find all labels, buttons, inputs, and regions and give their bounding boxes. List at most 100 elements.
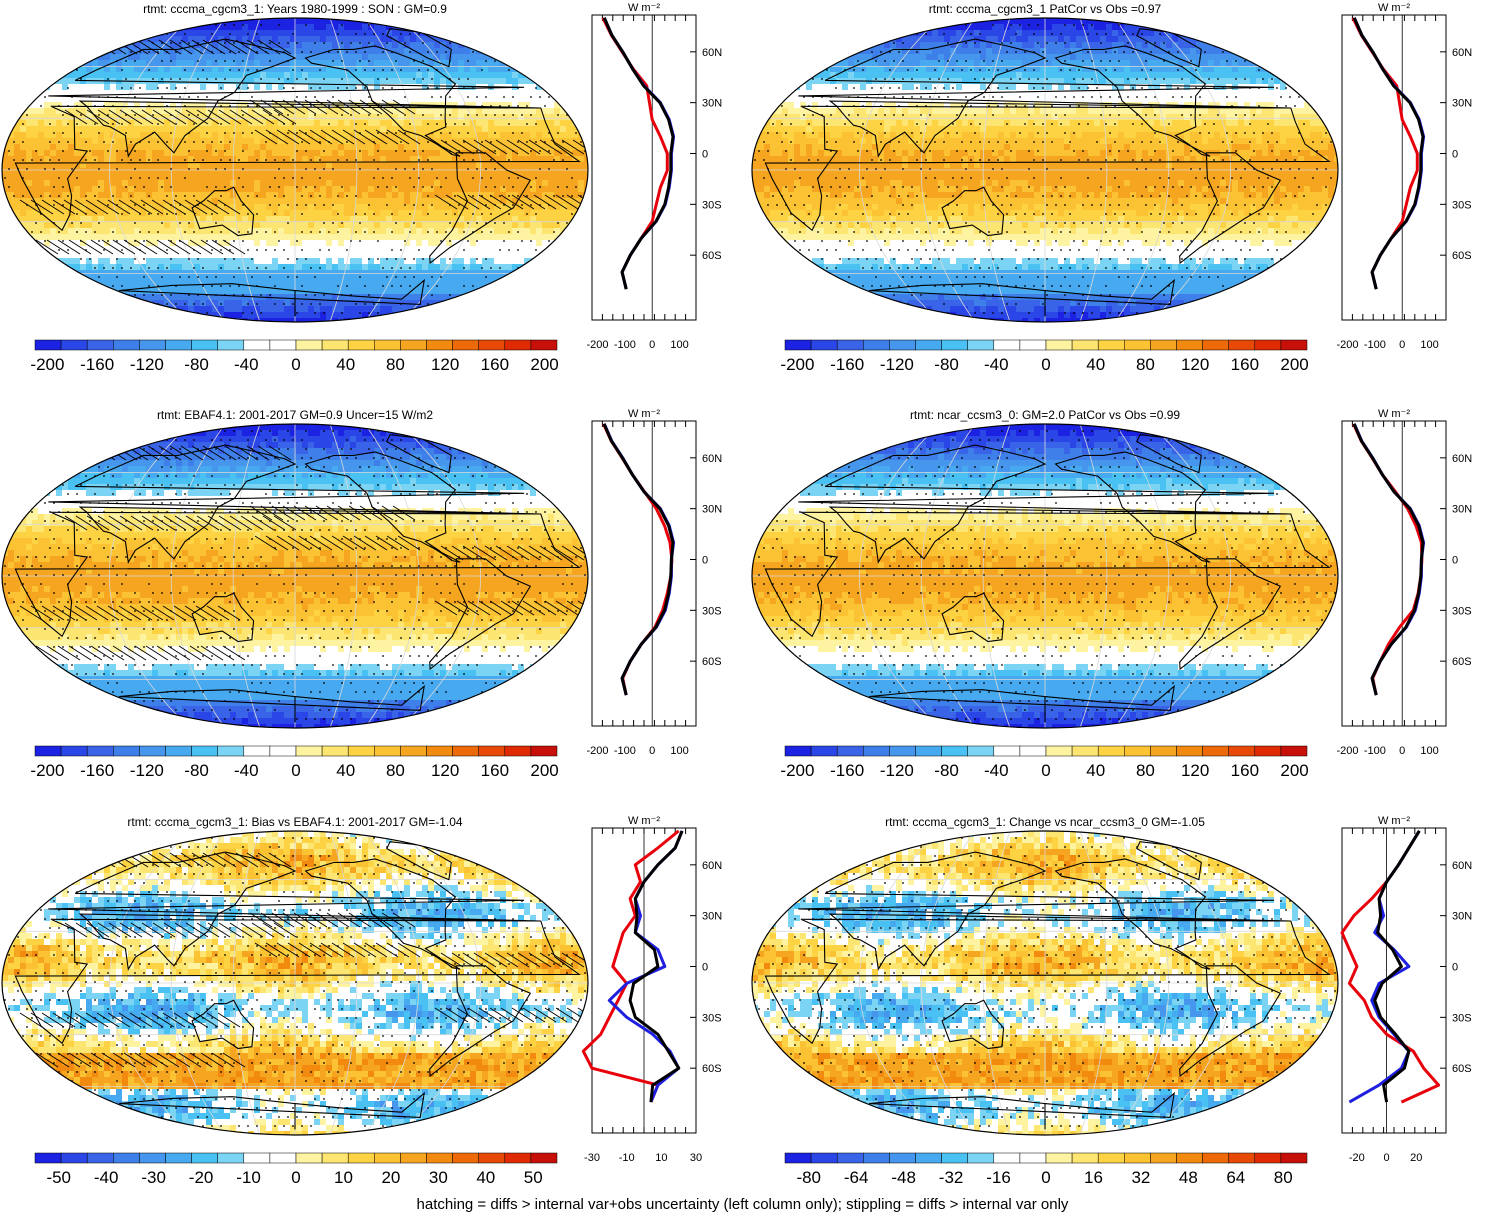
profile-lat-tick-label: 0 bbox=[1452, 149, 1458, 161]
colorbar-swatch bbox=[34, 339, 62, 351]
profile-lat-tick-label: 60S bbox=[1452, 1063, 1472, 1075]
colorbar-tick-label: -80 bbox=[934, 761, 959, 780]
colorbar-swatch bbox=[993, 745, 1021, 757]
colorbar-tick-label: 160 bbox=[1231, 355, 1259, 374]
colorbar-tick-label: -80 bbox=[934, 355, 959, 374]
colorbar-swatch bbox=[1254, 745, 1282, 757]
coastlines bbox=[764, 434, 1331, 723]
colorbar-swatch bbox=[1045, 339, 1073, 351]
colorbar-tick-label: 0 bbox=[291, 1168, 300, 1187]
profile-unit-label: W m⁻² bbox=[1378, 815, 1410, 827]
colorbar-swatch bbox=[321, 745, 349, 757]
colorbar-tick-label: -50 bbox=[46, 1168, 71, 1187]
panel-p2: rtmt: cccma_cgcm3_1 PatCor vs Obs =0.97 -… bbox=[751, 2, 1472, 374]
profile-lat-tick-label: 60N bbox=[702, 453, 722, 465]
profile-lat-tick-label: 60S bbox=[702, 656, 722, 668]
profile-x-tick-label: -100 bbox=[614, 339, 636, 351]
colorbar-swatch bbox=[269, 339, 297, 351]
colorbar-tick-label: -120 bbox=[880, 355, 914, 374]
colorbar-swatch bbox=[1254, 1152, 1282, 1164]
panel-p3: rtmt: EBAF4.1: 2001-2017 GM=0.9 Uncer=15… bbox=[1, 408, 722, 780]
colorbar-tick-label: 200 bbox=[530, 355, 558, 374]
profile-lat-tick-label: 30N bbox=[702, 98, 722, 110]
colorbar-tick-label: 0 bbox=[1041, 355, 1050, 374]
colorbar-swatch bbox=[217, 339, 245, 351]
colorbar-swatch bbox=[810, 339, 838, 351]
colorbar-tick-label: 32 bbox=[1131, 1168, 1150, 1187]
colorbar-swatch bbox=[243, 745, 271, 757]
colorbar-swatch bbox=[1280, 745, 1308, 757]
colorbar-swatch bbox=[34, 1152, 62, 1164]
colorbar-swatch bbox=[374, 339, 401, 351]
colorbar-tick-label: 40 bbox=[336, 355, 355, 374]
colorbar-swatch bbox=[86, 339, 114, 351]
colorbar-tick-label: -64 bbox=[844, 1168, 869, 1187]
colorbar-swatch bbox=[1176, 745, 1203, 757]
colorbar-swatch bbox=[889, 339, 916, 351]
profile-line-obs bbox=[602, 17, 676, 290]
profile-lat-tick-label: 0 bbox=[702, 149, 708, 161]
colorbar-tick-label: -40 bbox=[94, 1168, 119, 1187]
profile-lat-tick-label: 60N bbox=[702, 47, 722, 59]
colorbar-swatch bbox=[426, 339, 453, 351]
colorbar-swatch bbox=[1019, 1152, 1047, 1164]
profile-lat-tick-label: 30S bbox=[702, 199, 722, 211]
profile-unit-label: W m⁻² bbox=[628, 2, 660, 14]
colorbar-swatch bbox=[784, 745, 812, 757]
profile-line-model bbox=[1352, 423, 1424, 696]
profile-x-tick-label: 0 bbox=[1399, 745, 1405, 757]
profile-x-tick-label: 30 bbox=[690, 1152, 702, 1164]
colorbar-tick-label: 200 bbox=[1280, 761, 1308, 780]
colorbar-swatch bbox=[191, 1152, 218, 1164]
colorbar-swatch bbox=[504, 745, 532, 757]
colorbar-tick-label: 20 bbox=[381, 1168, 400, 1187]
profile-line-model bbox=[602, 423, 674, 696]
colorbar-swatch bbox=[836, 339, 864, 351]
colorbar-swatch bbox=[1124, 1152, 1151, 1164]
colorbar-swatch bbox=[113, 1152, 140, 1164]
profile-line-other bbox=[602, 17, 675, 290]
profile-lat-tick-label: 30S bbox=[1452, 605, 1472, 617]
colorbar-tick-label: -40 bbox=[234, 355, 259, 374]
profile-line-model bbox=[581, 829, 680, 1103]
colorbar-swatch bbox=[993, 1152, 1021, 1164]
panel-title: rtmt: cccma_cgcm3_1: Years 1980-1999 : S… bbox=[143, 2, 447, 16]
colorbar-swatch bbox=[941, 339, 968, 351]
colorbar-tick-label: -120 bbox=[130, 761, 164, 780]
zonal-profile: W m⁻² -200 -100 0 100 60N 30N 0 30S 60S bbox=[586, 408, 722, 757]
colorbar-tick-label: 0 bbox=[1041, 761, 1050, 780]
profile-unit-label: W m⁻² bbox=[628, 815, 660, 827]
profile-line-other bbox=[628, 830, 684, 1103]
colorbar-swatch bbox=[1045, 745, 1073, 757]
map-border bbox=[1, 830, 589, 1136]
zonal-profile: W m⁻² -20 0 20 60N 30N 0 30S 60S bbox=[1340, 815, 1472, 1164]
colorbar-tick-label: 200 bbox=[530, 761, 558, 780]
graticule bbox=[752, 424, 1338, 728]
colorbar-tick-label: -120 bbox=[130, 355, 164, 374]
colorbar-tick-label: 200 bbox=[1280, 355, 1308, 374]
panel-p1: rtmt: cccma_cgcm3_1: Years 1980-1999 : S… bbox=[1, 2, 722, 374]
profile-x-tick-label: 0 bbox=[649, 339, 655, 351]
profile-x-tick-label: -100 bbox=[1364, 339, 1386, 351]
colorbar-swatch bbox=[165, 745, 192, 757]
colorbar-swatch bbox=[347, 745, 375, 757]
zonal-profile: W m⁻² -200 -100 0 100 60N 30N 0 30S 60S bbox=[1336, 408, 1472, 757]
profile-lat-tick-label: 0 bbox=[702, 555, 708, 567]
profile-lat-tick-label: 60S bbox=[1452, 250, 1472, 262]
colorbar-swatch bbox=[504, 1152, 532, 1164]
colorbar-tick-label: -40 bbox=[234, 761, 259, 780]
colorbar-swatch bbox=[347, 339, 375, 351]
profile-lat-tick-label: 0 bbox=[1452, 962, 1458, 974]
colorbar: -200 -160 -120 -80 -40 0 40 80 120 160 200 bbox=[780, 745, 1309, 780]
colorbar-swatch bbox=[1150, 745, 1177, 757]
coastlines bbox=[14, 841, 581, 1130]
colorbar-swatch bbox=[530, 745, 558, 757]
panel-p4: rtmt: ncar_ccsm3_0: GM=2.0 PatCor vs Obs… bbox=[751, 408, 1472, 780]
colorbar-tick-label: -20 bbox=[189, 1168, 214, 1187]
profile-x-tick-label: 100 bbox=[1420, 339, 1438, 351]
colorbar-swatch bbox=[269, 745, 297, 757]
colorbar: -50 -40 -30 -20 -10 0 10 20 30 40 50 bbox=[34, 1152, 558, 1187]
colorbar-swatch bbox=[60, 1152, 88, 1164]
colorbar-swatch bbox=[1280, 339, 1308, 351]
